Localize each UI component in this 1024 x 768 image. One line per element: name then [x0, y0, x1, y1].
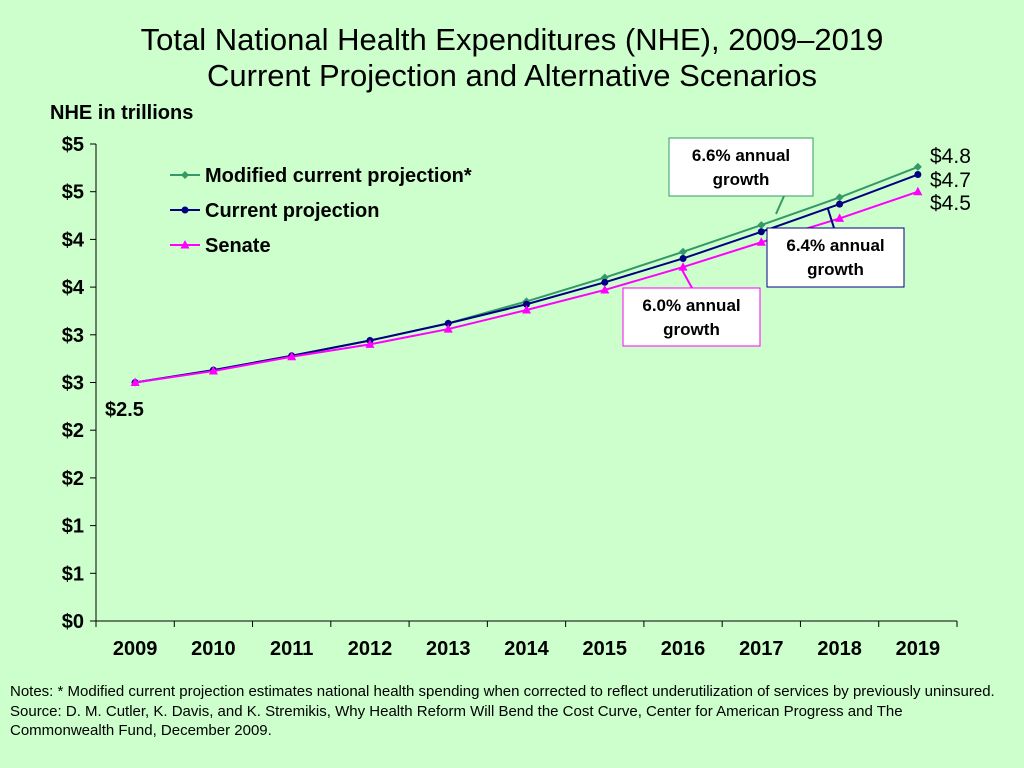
data-point-triangle: [287, 351, 297, 361]
notes-block: Notes: * Modified current projection est…: [10, 682, 1010, 741]
y-axis-label: NHE in trillions: [50, 102, 194, 124]
legend-item-1: Modified current projection*: [170, 165, 472, 187]
y-tick-label: $3: [62, 325, 84, 347]
end-value-label: $4.7: [930, 169, 971, 192]
data-point-triangle: [130, 377, 140, 386]
data-point-circle: [523, 300, 530, 308]
data-point-diamond: [181, 171, 189, 179]
x-tick-label: 2015: [583, 638, 628, 660]
growth-callout-1: 6.6% annual growth: [668, 137, 814, 215]
callout-pointer: [827, 208, 835, 229]
x-tick-label: 2019: [896, 638, 941, 660]
y-tick-label: $5: [62, 182, 84, 204]
callout-text-line: 6.0% annual: [642, 296, 740, 315]
x-tick-label: 2014: [504, 638, 549, 660]
y-tick-label: $5: [62, 134, 84, 156]
end-value-label: $4.8: [930, 145, 971, 168]
y-tick-label: $2: [62, 468, 84, 490]
data-point-triangle: [756, 237, 766, 246]
callout-text-line: growth: [663, 320, 720, 339]
data-point-triangle: [443, 324, 453, 333]
growth-callout-2: 6.4% annual growth: [766, 208, 905, 288]
data-point-circle: [914, 171, 922, 179]
data-point-circle: [181, 206, 189, 214]
legend-label: Current projection: [205, 200, 379, 222]
end-value-label: $4.5: [930, 192, 971, 215]
y-tick-label: $1: [62, 516, 84, 538]
x-tick-label: 2016: [661, 638, 706, 660]
title-line-1: Total National Health Expenditures (NHE)…: [140, 22, 884, 57]
x-tick-label: 2018: [817, 638, 862, 660]
data-point-circle: [679, 254, 687, 262]
legend-label: Modified current projection*: [205, 165, 472, 187]
data-point-diamond: [757, 221, 766, 230]
x-tick-label: 2009: [113, 638, 158, 660]
x-tick-label: 2012: [348, 638, 393, 660]
y-tick-label: $3: [62, 373, 84, 395]
data-point-circle: [757, 228, 765, 236]
callout-pointer: [680, 267, 693, 289]
legend-item-3: Senate: [170, 235, 271, 257]
data-point-triangle: [600, 284, 610, 294]
callout-text-line: growth: [807, 260, 864, 279]
data-point-diamond: [913, 162, 922, 171]
legend-item-2: Current projection: [170, 200, 379, 222]
callout-text-line: 6.4% annual: [786, 236, 884, 255]
x-tick-label: 2011: [270, 638, 313, 660]
line-chart: $0 $1 $1 $2 $2 $3 $3 $4 $4 $5 $5 2009 2010 2011 2012 20…: [62, 134, 971, 660]
data-point-triangle: [913, 186, 923, 196]
start-value-label: $2.5: [105, 399, 144, 421]
x-tick-label: 2017: [739, 638, 784, 660]
y-tick-label: $2: [62, 420, 84, 442]
callout-box: [622, 287, 761, 347]
y-tick-label: $1: [62, 563, 84, 585]
data-point-circle: [601, 278, 609, 286]
data-point-triangle: [835, 213, 845, 222]
notes-text: Notes: * Modified current projection est…: [10, 683, 995, 700]
growth-callout-3: 6.0% annual growth: [622, 267, 761, 347]
callout-pointer: [775, 195, 785, 215]
data-point-diamond: [835, 193, 844, 202]
chart-title: Total National Health Expenditures (NHE)…: [0, 22, 1024, 94]
data-point-triangle: [180, 240, 190, 249]
callout-box: [668, 137, 814, 197]
x-tick-label: 2013: [426, 638, 471, 660]
y-tick-label: $0: [62, 611, 84, 633]
y-tick-label: $4: [62, 229, 85, 251]
callout-text-line: 6.6% annual: [692, 146, 790, 165]
data-point-triangle: [522, 304, 531, 314]
title-line-2: Current Projection and Alternative Scena…: [207, 58, 817, 93]
legend-label: Senate: [205, 235, 271, 257]
x-tick-label: 2010: [191, 638, 236, 660]
data-point-circle: [836, 200, 844, 208]
source-text: Source: D. M. Cutler, K. Davis, and K. S…: [10, 702, 903, 740]
axes: $0 $1 $1 $2 $2 $3 $3 $4 $4 $5 $5 2009 2010 2011 2012 20…: [62, 134, 958, 660]
y-tick-label: $4: [62, 277, 85, 299]
data-point-diamond: [679, 247, 688, 256]
legend: Modified current projection* Current proj…: [170, 165, 472, 257]
callout-box: [766, 227, 905, 288]
data-point-triangle: [208, 366, 218, 375]
callout-text-line: growth: [713, 170, 770, 189]
data-point-circle: [444, 319, 452, 327]
data-point-triangle: [365, 339, 375, 348]
